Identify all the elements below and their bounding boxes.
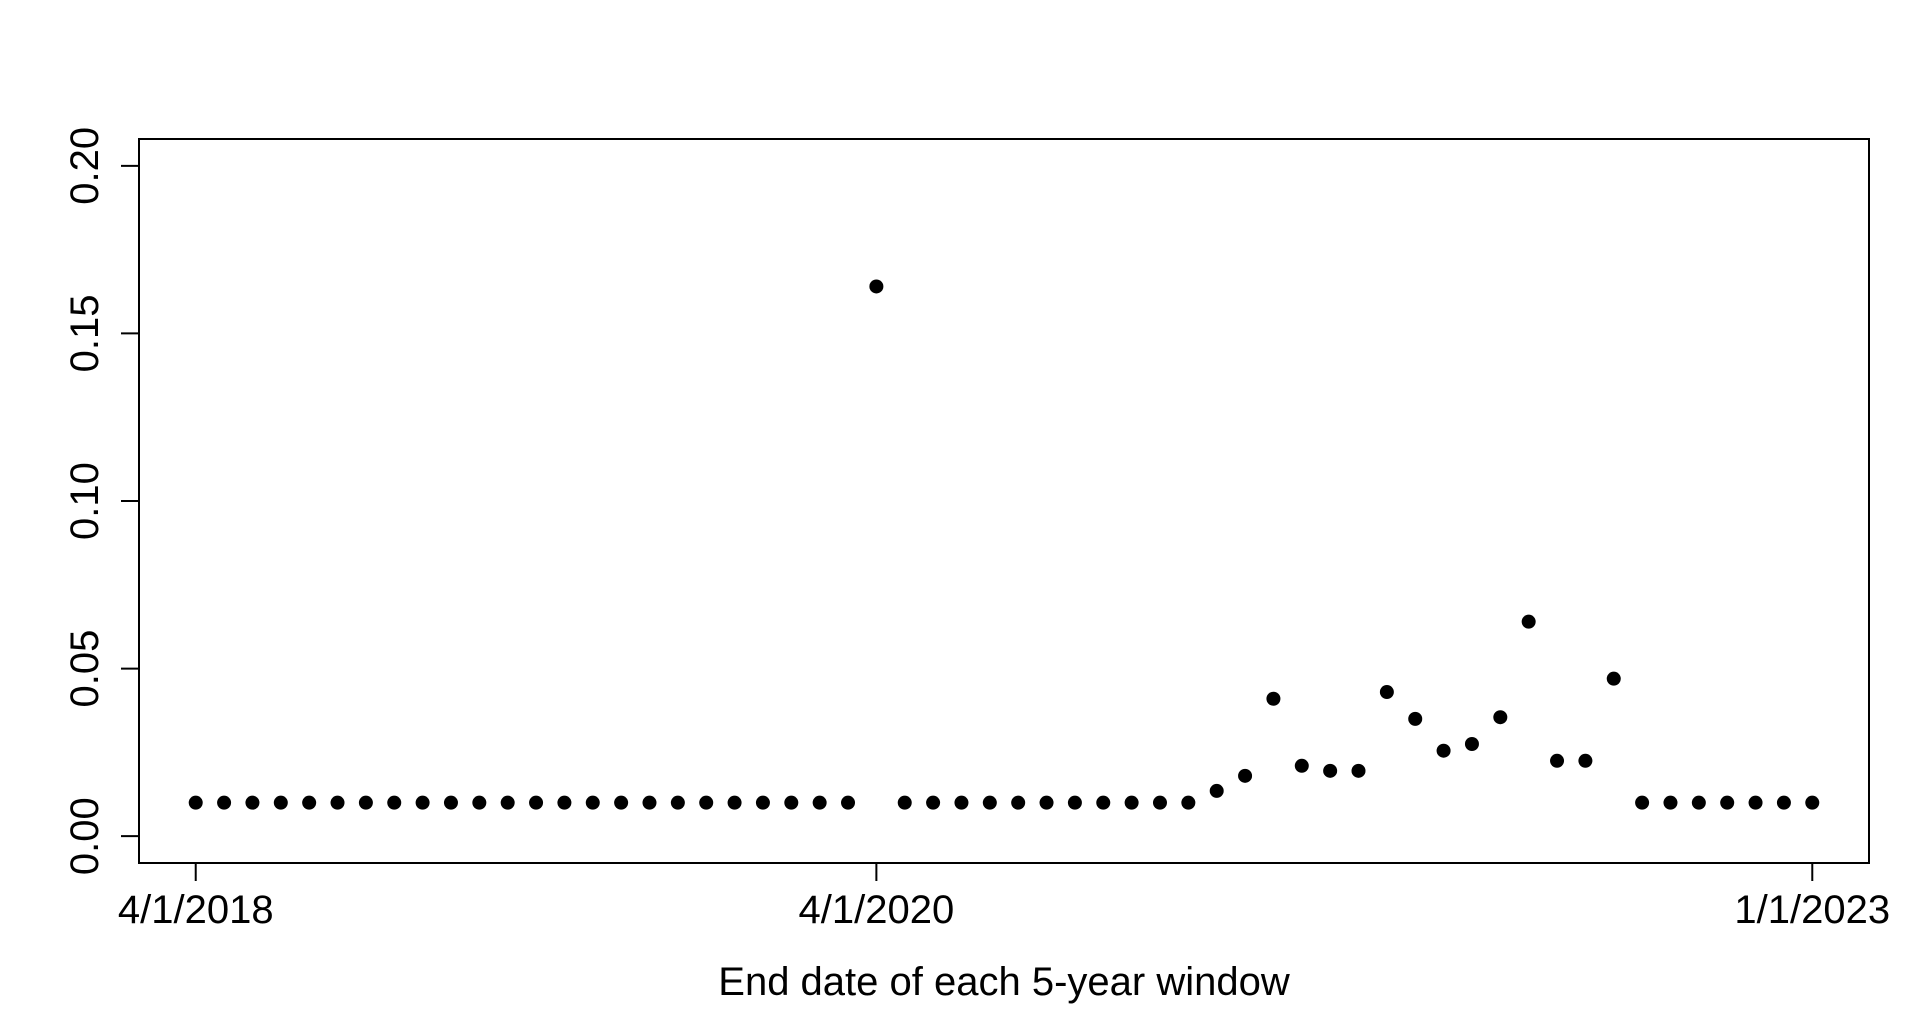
data-point [1578,753,1593,768]
data-point [1691,795,1706,810]
data-point [330,795,345,810]
data-point [1493,710,1508,725]
data-point [755,795,770,810]
data-point [1408,711,1423,726]
data-point [1124,795,1139,810]
data-point [642,795,657,810]
data-point [1209,783,1224,798]
data-point [1521,614,1536,629]
data-point [1266,691,1281,706]
data-point [415,795,430,810]
data-point [1323,763,1338,778]
data-point [1238,768,1253,783]
x-tick-label: 4/1/2020 [799,888,955,932]
data-point [1096,795,1111,810]
y-tick-label: 0.20 [63,127,107,205]
data-point [1294,758,1309,773]
data-point [614,795,629,810]
data-point [1805,795,1820,810]
data-point [727,795,742,810]
data-point [926,795,941,810]
data-point [1436,743,1451,758]
data-point [1776,795,1791,810]
data-point [784,795,799,810]
data-point [1720,795,1735,810]
y-tick-label: 0.00 [63,797,107,875]
data-point [1067,795,1082,810]
data-point [1152,795,1167,810]
data-point [1351,763,1366,778]
x-axis: 4/1/2018 4/1/2020 1/1/2023 [118,862,1890,932]
x-tick-label: 1/1/2023 [1734,888,1890,932]
data-point [529,795,544,810]
data-point [1635,795,1650,810]
data-point [1550,753,1565,768]
data-point [1039,795,1054,810]
x-tick-label: 4/1/2018 [118,888,274,932]
data-point [500,795,515,810]
data-point [302,795,317,810]
y-axis: 0.00 0.05 0.10 0.15 0.20 [63,127,140,875]
plot-frame [138,138,1870,864]
x-axis-title: End date of each 5-year window [718,960,1290,1004]
data-point [1606,671,1621,686]
data-point [954,795,969,810]
data-point [982,795,997,810]
data-point [557,795,572,810]
data-point [812,795,827,810]
data-point [1663,795,1678,810]
y-tick-label: 0.15 [63,294,107,372]
data-point [443,795,458,810]
data-point [841,795,856,810]
data-point [358,795,373,810]
data-point [1748,795,1763,810]
data-point [1464,737,1479,752]
data-point [188,795,203,810]
data-point [670,795,685,810]
data-point [273,795,288,810]
data-point [472,795,487,810]
data-point [897,795,912,810]
data-point [245,795,260,810]
data-point [869,279,884,294]
data-point [1181,795,1196,810]
data-point [217,795,232,810]
y-tick-label: 0.10 [63,462,107,540]
data-point [387,795,402,810]
data-point [1379,685,1394,700]
data-point [1011,795,1026,810]
y-tick-label: 0.05 [63,630,107,708]
data-point [699,795,714,810]
data-points [188,279,1820,810]
data-point [585,795,600,810]
